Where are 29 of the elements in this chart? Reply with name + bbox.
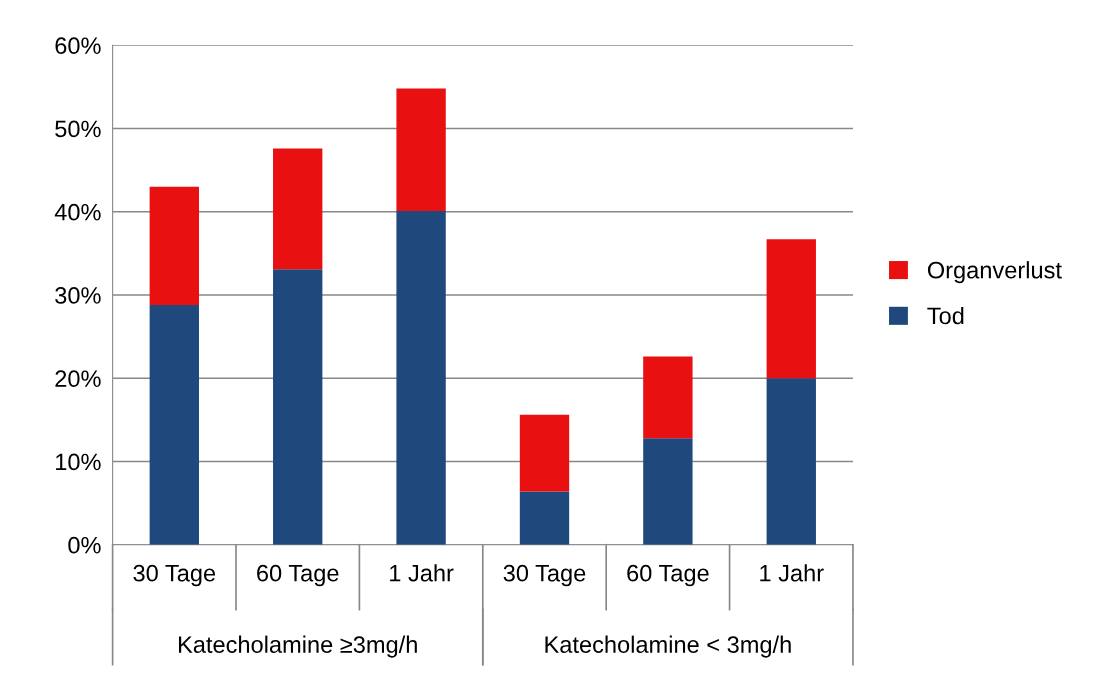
bar [273, 148, 323, 270]
y-tick-label: 0% [68, 536, 101, 554]
x-tick-label: 30 Tage [133, 564, 216, 587]
legend-label: Organverlust [927, 261, 1062, 284]
y-tick-label: 20% [55, 370, 101, 388]
bar [766, 239, 816, 379]
y-tick-label: 50% [55, 120, 101, 138]
text: Katecholamine < 3mg/h [545, 635, 791, 658]
x-tick-label: 60 Tage [257, 564, 339, 587]
bar [643, 438, 693, 545]
y-tick-label: 60% [55, 37, 101, 55]
text: Katecholamine ≥3mg/h [178, 635, 417, 658]
x-tick-label: 60 Tage [627, 564, 709, 587]
bar [396, 88, 446, 211]
x-tick-label: 30 Tage [503, 564, 586, 587]
x-tick-label: 1 Jahr [760, 564, 824, 582]
bar [149, 304, 199, 545]
y-tick-label: 40% [54, 203, 101, 221]
bar [766, 378, 816, 545]
bar [519, 491, 570, 545]
x-tick-label: 1 Jahr [390, 564, 454, 582]
y-tick-label: 10% [56, 453, 101, 471]
bar [396, 210, 446, 545]
bar [643, 356, 693, 439]
y-tick-label: 30% [55, 287, 101, 304]
legend-label: Tod [927, 306, 964, 325]
bar [519, 414, 570, 492]
bar [149, 186, 199, 305]
bar [273, 269, 323, 545]
